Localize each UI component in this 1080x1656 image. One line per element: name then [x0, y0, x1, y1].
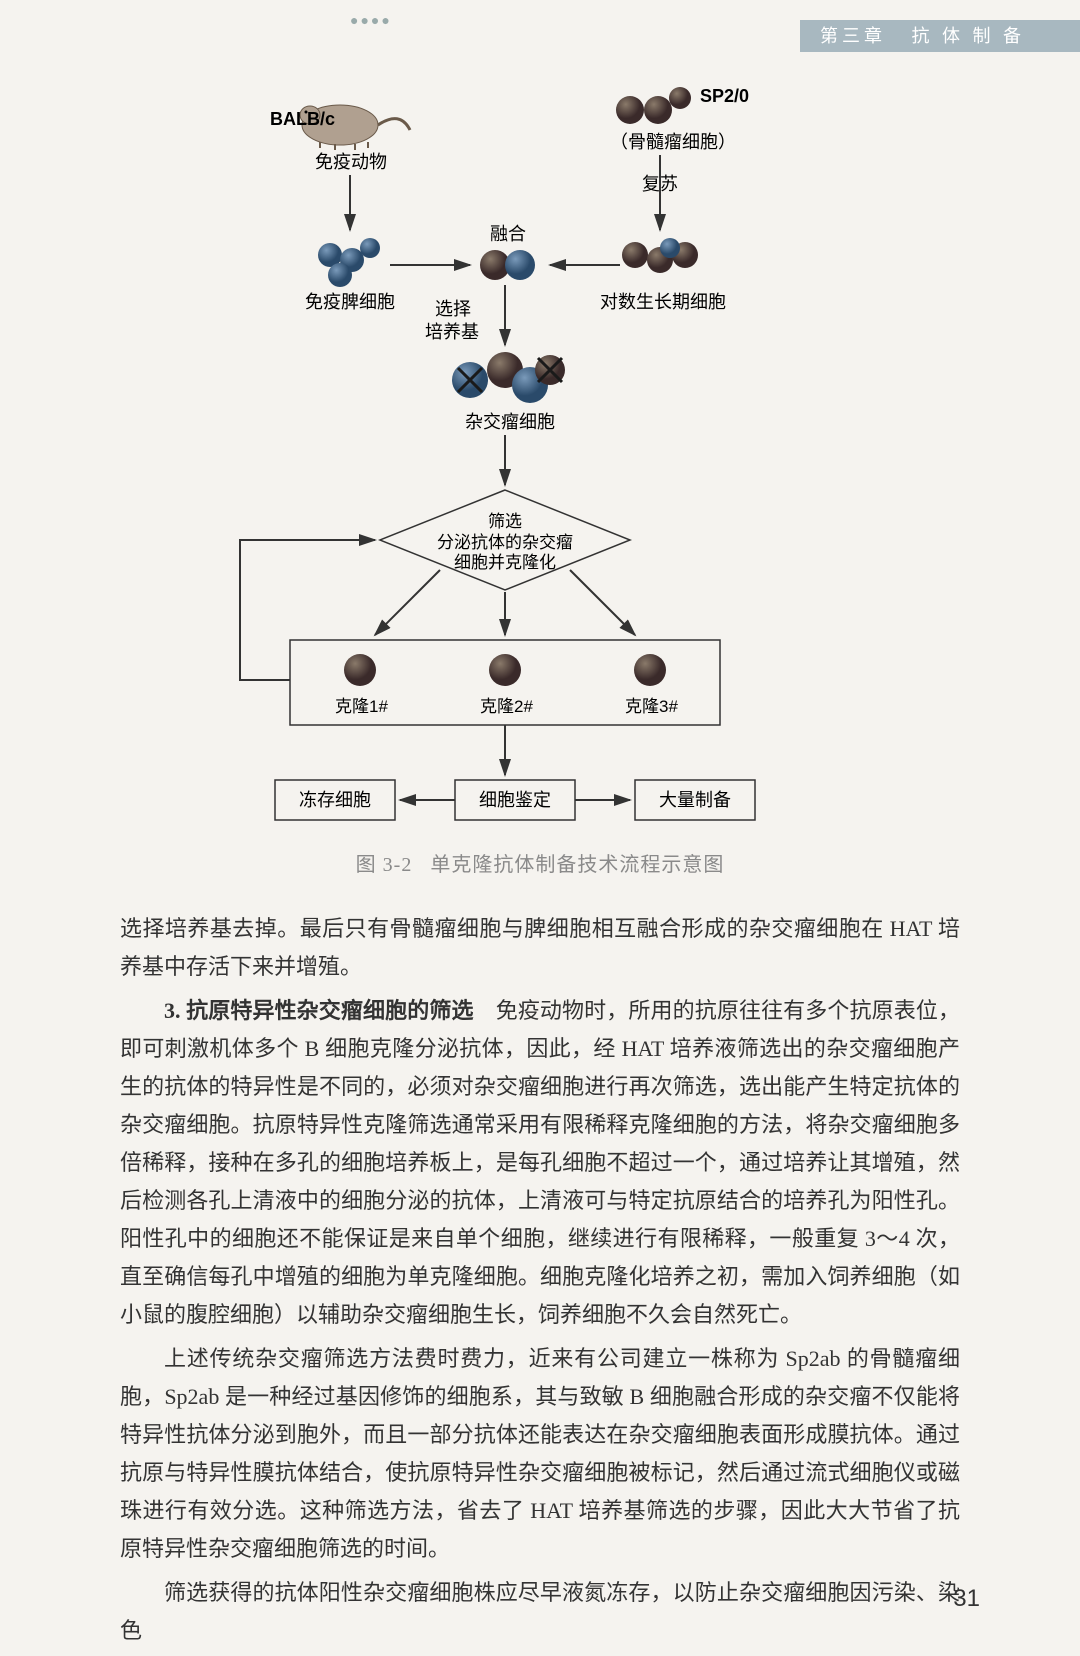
label-balbc-sub: 免疫动物	[315, 152, 387, 172]
arrow	[570, 570, 635, 635]
clone2-cell-icon	[489, 654, 521, 686]
label-fusion: 融合	[490, 224, 526, 244]
label-select2: 培养基	[425, 322, 479, 342]
label-screen2: 分泌抗体的杂交瘤	[437, 533, 573, 552]
section-lead: 3. 抗原特异性杂交瘤细胞的筛选	[164, 998, 474, 1023]
caption-text: 单克隆抗体制备技术流程示意图	[430, 854, 724, 876]
arrow	[375, 570, 440, 635]
clone1-cell-icon	[344, 654, 376, 686]
decor-dots: ●●●●	[350, 14, 392, 30]
label-balbc: BALB/c	[270, 109, 335, 129]
label-screen3: 细胞并克隆化	[454, 553, 556, 572]
paragraph-1-cont: 选择培养基去掉。最后只有骨髓瘤细胞与脾细胞相互融合形成的杂交瘤细胞在 HAT 培…	[120, 910, 960, 986]
chapter-title: 抗 体 制 备	[912, 26, 1026, 46]
label-spleen: 免疫脾细胞	[305, 292, 395, 312]
label-clone3: 克隆3#	[625, 697, 678, 716]
chapter-num: 第三章	[820, 26, 886, 46]
body-text: 选择培养基去掉。最后只有骨髓瘤细胞与脾细胞相互融合形成的杂交瘤细胞在 HAT 培…	[120, 910, 960, 1656]
sp20-cells-icon	[616, 87, 691, 124]
paragraph-4: 筛选获得的抗体阳性杂交瘤细胞株应尽早液氮冻存，以防止杂交瘤细胞因污染、染色	[120, 1574, 960, 1650]
hybridoma-cells-icon	[452, 352, 565, 403]
label-freeze: 冻存细胞	[299, 790, 371, 810]
label-clone2: 克隆2#	[480, 697, 533, 716]
chapter-header: 第三章 抗 体 制 备	[800, 20, 1080, 52]
figure-caption: 图 3-2 单克隆抗体制备技术流程示意图	[0, 848, 1080, 877]
spleen-cells-icon	[318, 238, 380, 287]
label-mass: 大量制备	[659, 790, 731, 810]
paragraph-3: 上述传统杂交瘤筛选方法费时费力，近来有公司建立一株称为 Sp2ab 的骨髓瘤细胞…	[120, 1340, 960, 1568]
fusion-cells-icon	[480, 250, 535, 280]
label-log: 对数生长期细胞	[600, 292, 726, 312]
paragraph-2: 3. 抗原特异性杂交瘤细胞的筛选 免疫动物时，所用的抗原往往有多个抗原表位，即可…	[120, 992, 960, 1334]
log-cells-icon	[622, 238, 698, 273]
clone3-cell-icon	[634, 654, 666, 686]
caption-prefix: 图 3-2	[356, 854, 413, 876]
label-identify: 细胞鉴定	[479, 790, 551, 810]
label-clone1: 克隆1#	[335, 697, 388, 716]
label-sp20-sub: （骨髓瘤细胞）	[610, 132, 736, 152]
label-select1: 选择	[435, 299, 471, 319]
label-screen1: 筛选	[488, 512, 522, 531]
label-sp20: SP2/0	[700, 86, 749, 106]
p2-body: 免疫动物时，所用的抗原往往有多个抗原表位，即可刺激机体多个 B 细胞克隆分泌抗体…	[120, 998, 960, 1327]
flowchart-diagram: BALB/c 免疫动物 SP2/0 （骨髓瘤细胞） 复苏 免疫脾细胞 对数生长期…	[180, 60, 900, 860]
label-hybridoma: 杂交瘤细胞	[465, 412, 555, 432]
page-number: 31	[953, 1585, 980, 1613]
